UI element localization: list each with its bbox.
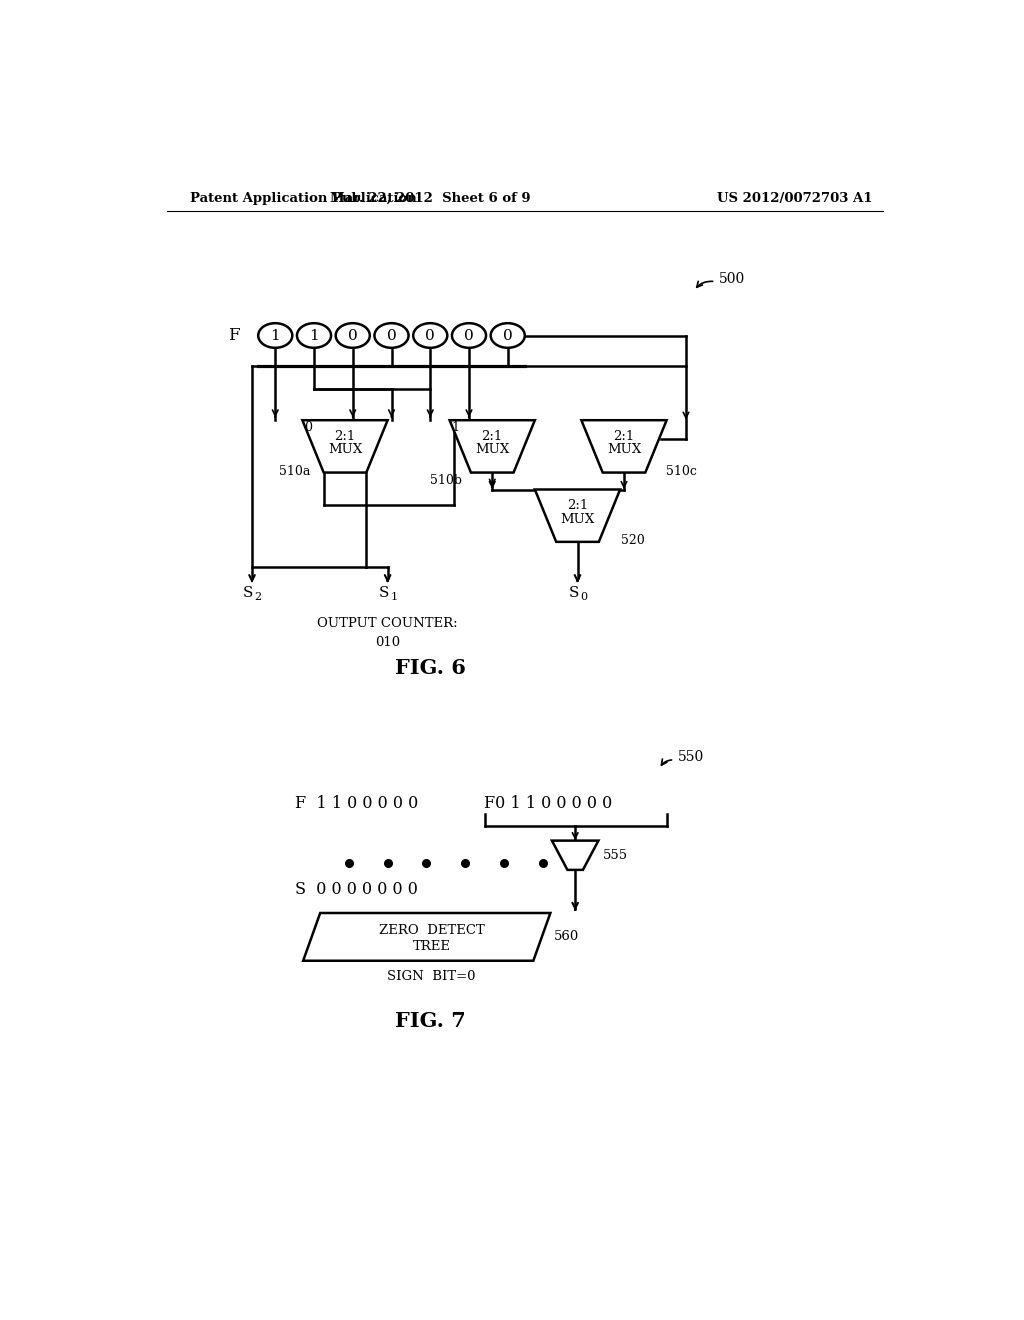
Text: F0 1 1 0 0 0 0 0: F0 1 1 0 0 0 0 0 <box>484 795 612 812</box>
Text: 2:1: 2:1 <box>335 429 355 442</box>
Text: TREE: TREE <box>413 940 451 953</box>
Text: SIGN  BIT=0: SIGN BIT=0 <box>387 970 476 982</box>
Text: F  1 1 0 0 0 0 0: F 1 1 0 0 0 0 0 <box>295 795 418 812</box>
Ellipse shape <box>336 323 370 348</box>
Polygon shape <box>552 841 598 870</box>
Text: 0: 0 <box>304 421 311 434</box>
Text: OUTPUT COUNTER:: OUTPUT COUNTER: <box>317 616 458 630</box>
Text: Patent Application Publication: Patent Application Publication <box>190 191 417 205</box>
Polygon shape <box>582 420 667 473</box>
Text: S: S <box>568 586 579 601</box>
Polygon shape <box>450 420 535 473</box>
Text: 1: 1 <box>390 593 397 602</box>
Text: 2: 2 <box>255 593 262 602</box>
Text: MUX: MUX <box>560 512 595 525</box>
Text: 1: 1 <box>270 329 281 342</box>
Polygon shape <box>535 490 621 543</box>
Text: 500: 500 <box>719 272 744 286</box>
Text: 0: 0 <box>581 593 587 602</box>
Text: 510c: 510c <box>666 465 696 478</box>
Text: 0: 0 <box>425 329 435 342</box>
Text: 0: 0 <box>503 329 513 342</box>
Ellipse shape <box>258 323 292 348</box>
Text: S: S <box>243 586 253 601</box>
Text: Mar. 22, 2012  Sheet 6 of 9: Mar. 22, 2012 Sheet 6 of 9 <box>330 191 530 205</box>
Text: FIG. 7: FIG. 7 <box>395 1011 466 1031</box>
Text: MUX: MUX <box>475 444 509 457</box>
Ellipse shape <box>375 323 409 348</box>
Text: 550: 550 <box>678 751 705 764</box>
Text: FIG. 6: FIG. 6 <box>395 659 466 678</box>
Text: MUX: MUX <box>607 444 641 457</box>
Text: ZERO  DETECT: ZERO DETECT <box>379 924 484 937</box>
Text: 555: 555 <box>603 849 628 862</box>
Text: S  0 0 0 0 0 0 0: S 0 0 0 0 0 0 0 <box>295 882 418 899</box>
Text: 2:1: 2:1 <box>567 499 588 512</box>
Polygon shape <box>302 420 388 473</box>
Ellipse shape <box>490 323 524 348</box>
Text: 1: 1 <box>309 329 318 342</box>
Text: S: S <box>379 586 389 601</box>
Text: 2:1: 2:1 <box>613 429 635 442</box>
Text: MUX: MUX <box>328 444 362 457</box>
Text: 560: 560 <box>554 931 579 944</box>
Text: 0: 0 <box>464 329 474 342</box>
Polygon shape <box>303 913 550 961</box>
Text: 0: 0 <box>387 329 396 342</box>
Text: F: F <box>228 327 240 345</box>
Text: 510a: 510a <box>280 465 310 478</box>
Text: 1: 1 <box>451 421 459 434</box>
Text: US 2012/0072703 A1: US 2012/0072703 A1 <box>717 191 872 205</box>
Ellipse shape <box>414 323 447 348</box>
Text: 010: 010 <box>375 636 400 649</box>
Text: 520: 520 <box>621 533 645 546</box>
Ellipse shape <box>297 323 331 348</box>
Text: 0: 0 <box>348 329 357 342</box>
Ellipse shape <box>452 323 486 348</box>
Text: 510b: 510b <box>430 474 462 487</box>
Text: 2:1: 2:1 <box>481 429 503 442</box>
